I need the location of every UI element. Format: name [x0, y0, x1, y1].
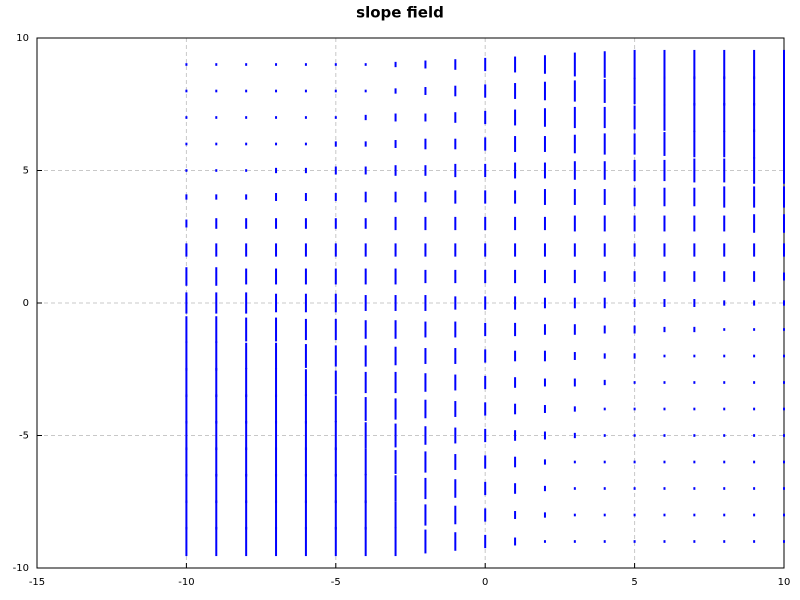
y-tick-label: 10	[16, 33, 29, 44]
y-tick-label: -10	[13, 563, 29, 574]
x-tick-label: 10	[778, 577, 791, 588]
x-tick-label: -10	[178, 577, 194, 588]
x-tick-label: -15	[29, 577, 45, 588]
y-tick-label: 0	[23, 298, 29, 309]
chart-title: slope field	[356, 4, 444, 22]
x-tick-label: -5	[331, 577, 341, 588]
y-tick-label: -5	[19, 431, 29, 442]
x-tick-label: 5	[631, 577, 637, 588]
x-tick-label: 0	[482, 577, 488, 588]
y-tick-label: 5	[23, 166, 29, 177]
